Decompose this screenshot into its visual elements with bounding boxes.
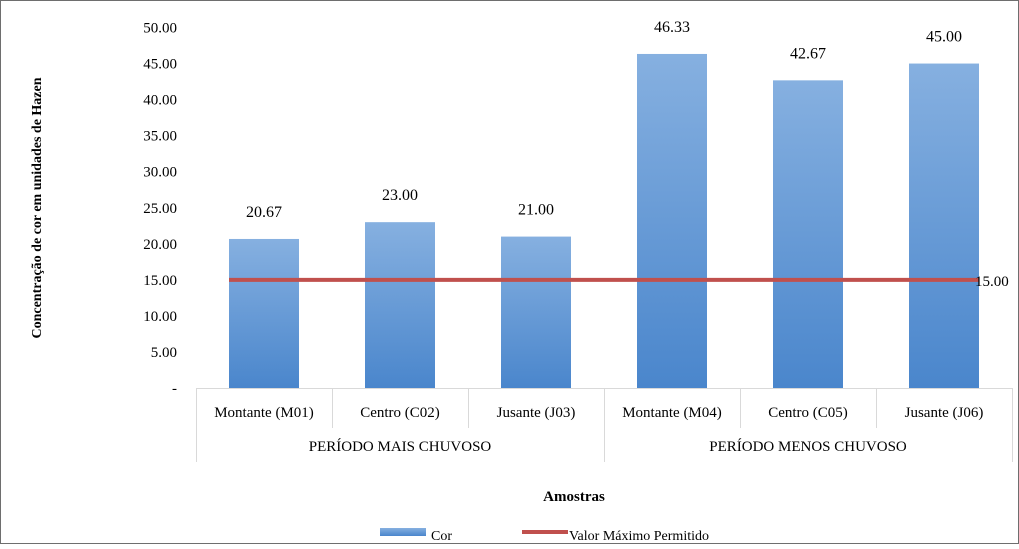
y-axis-title: Concentração de cor em unidades de Hazen <box>30 77 45 338</box>
bar-value-label: 21.00 <box>518 202 554 219</box>
bar-value-label: 20.67 <box>246 204 282 221</box>
y-tick-label: 35.00 <box>143 129 177 145</box>
x-tick-label: Montante (M01) <box>214 405 314 421</box>
x-tick-label: Jusante (J06) <box>905 405 984 421</box>
limit-line: 15.00 <box>229 274 1009 290</box>
y-tick-label: 45.00 <box>143 57 177 73</box>
legend-label-limit: Valor Máximo Permitido <box>569 529 709 544</box>
bar <box>637 53 707 389</box>
x-axis-title: Amostras <box>543 489 605 505</box>
legend-label-cor: Cor <box>431 529 452 544</box>
x-axis: PERÍODO MAIS CHUVOSO PERÍODO MENOS CHUVOS… <box>196 388 1013 462</box>
legend: Cor Valor Máximo Permitido <box>380 528 709 544</box>
y-axis: - 5.00 10.00 15.00 20.00 25.00 30.00 35.00 40.00… <box>143 21 177 398</box>
data-labels: 20.67 23.00 21.00 46.33 42.67 45.00 <box>246 19 962 221</box>
group-label: PERÍODO MAIS CHUVOSO <box>309 438 492 455</box>
bar-value-label: 42.67 <box>790 45 826 62</box>
legend-swatch-cor <box>380 528 426 536</box>
bar <box>501 236 571 388</box>
y-tick-label: 50.00 <box>143 21 177 37</box>
bars <box>229 53 979 389</box>
y-tick-label: 30.00 <box>143 165 177 181</box>
y-tick-label: 10.00 <box>143 309 177 325</box>
group-label: PERÍODO MENOS CHUVOSO <box>709 438 907 455</box>
y-tick-label: 20.00 <box>143 237 177 253</box>
x-tick-label: Centro (C05) <box>768 405 848 421</box>
y-tick-label: 15.00 <box>143 273 177 289</box>
y-tick-label: 5.00 <box>151 345 177 361</box>
x-tick-label: Centro (C02) <box>360 405 440 421</box>
bar <box>229 238 299 388</box>
x-tick-label: Montante (M04) <box>622 405 722 421</box>
bar <box>365 222 435 388</box>
y-tick-label: - <box>172 381 177 397</box>
limit-line-label: 15.00 <box>975 274 1009 290</box>
bar-value-label: 46.33 <box>654 19 690 36</box>
y-tick-label: 25.00 <box>143 201 177 217</box>
x-tick-label: Jusante (J03) <box>497 405 576 421</box>
bar <box>773 80 843 388</box>
bar-value-label: 23.00 <box>382 187 418 204</box>
bar <box>909 63 979 389</box>
y-tick-label: 40.00 <box>143 93 177 109</box>
bar-value-label: 45.00 <box>926 29 962 46</box>
